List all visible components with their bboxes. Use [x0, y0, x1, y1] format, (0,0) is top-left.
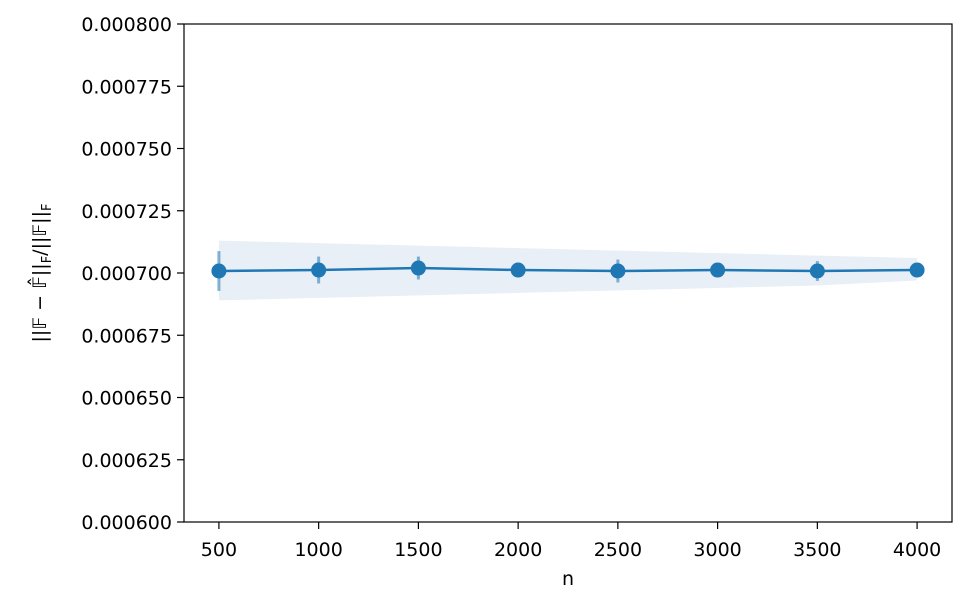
y-axis-label-part: F: [40, 204, 55, 211]
x-tick-label: 2000: [494, 539, 542, 561]
y-tick-label: 0.000775: [81, 76, 172, 98]
y-tick-label: 0.000700: [81, 263, 172, 285]
point: [510, 262, 526, 278]
y-axis-label-part: F: [40, 256, 55, 263]
y-tick-label: 0.000725: [81, 201, 172, 223]
point: [809, 263, 825, 279]
x-tick-label: 1000: [294, 539, 342, 561]
point: [410, 260, 426, 276]
x-tick-label: 3000: [693, 539, 741, 561]
point: [211, 263, 227, 279]
point: [311, 262, 327, 278]
x-tick-label: 2500: [594, 539, 642, 561]
x-tick-label: 3500: [793, 539, 841, 561]
y-axis-label-part: ||𝔽 − 𝔽̂||: [27, 263, 51, 342]
x-tick-label: 1500: [394, 539, 442, 561]
y-tick-label: 0.000625: [81, 450, 172, 472]
x-tick-label: 4000: [893, 539, 941, 561]
y-tick-label: 0.000600: [81, 512, 172, 534]
x-tick-label: 500: [201, 539, 237, 561]
point: [710, 262, 726, 278]
x-axis-label: n: [562, 568, 574, 590]
y-axis-label-part: /||𝔽||: [29, 211, 51, 256]
y-tick-label: 0.000800: [81, 14, 172, 36]
y-tick-label: 0.000675: [81, 325, 172, 347]
y-axis-label: ||𝔽 − 𝔽̂||F/||𝔽||F: [27, 204, 55, 343]
point: [909, 262, 925, 278]
point: [610, 263, 626, 279]
line: [218, 266, 918, 273]
plot-frame: [183, 23, 953, 523]
y-tick-label: 0.000650: [81, 388, 172, 410]
y-tick-label: 0.000750: [81, 139, 172, 161]
